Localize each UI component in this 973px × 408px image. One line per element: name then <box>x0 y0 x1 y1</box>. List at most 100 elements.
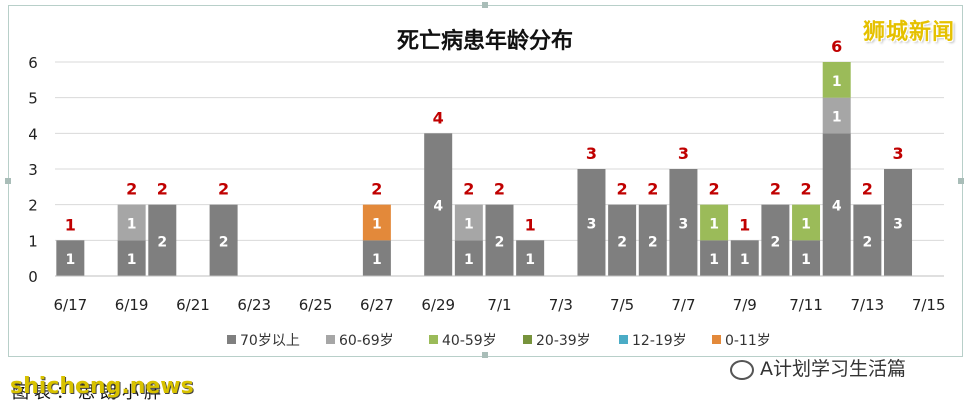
bar-segment-label: 1 <box>740 252 750 268</box>
bar-total-label: 2 <box>647 180 658 199</box>
wechat-icon <box>730 359 754 380</box>
legend-label: 60-69岁 <box>339 333 394 349</box>
bar-segment-label: 1 <box>801 252 811 268</box>
y-tick-label: 1 <box>28 232 38 250</box>
bar-segment <box>454 204 483 241</box>
y-tick-label: 6 <box>28 54 38 72</box>
resize-handle-left[interactable] <box>5 178 11 184</box>
wechat-account-name: A计划学习生活篇 <box>760 358 906 380</box>
bar-segment-label: 1 <box>832 74 842 90</box>
bar-total-label: 2 <box>800 180 811 199</box>
bar-segment-label: 1 <box>801 217 811 233</box>
x-tick-label: 7/7 <box>671 296 695 314</box>
bar-segment-label: 1 <box>709 252 719 268</box>
bar-total-label: 2 <box>494 180 505 199</box>
bar-total-label: 2 <box>709 180 720 199</box>
bar-segment <box>148 204 177 276</box>
bar-segment-label: 1 <box>127 252 137 268</box>
legend-swatch <box>712 335 721 344</box>
x-tick-label: 7/11 <box>789 296 823 314</box>
bar-segment-label: 2 <box>157 234 167 250</box>
bar-segment <box>884 169 913 276</box>
bar-segment <box>700 204 729 241</box>
bar-segment-label: 4 <box>832 199 842 215</box>
bar-total-label: 2 <box>463 180 474 199</box>
bar-segment-label: 1 <box>372 252 382 268</box>
resize-handle-top[interactable] <box>482 2 488 8</box>
bar-segment-label: 3 <box>893 217 903 233</box>
bar-segment <box>608 204 637 276</box>
bar-segment <box>117 204 146 241</box>
bar-segment-label: 2 <box>219 234 229 250</box>
resize-handle-bottom[interactable] <box>482 352 488 358</box>
bar-segment <box>792 240 821 276</box>
legend-swatch <box>227 335 236 344</box>
bar-segment-label: 2 <box>862 234 872 250</box>
bar-segment-label: 3 <box>587 217 597 233</box>
bar-segment-label: 1 <box>832 110 842 126</box>
bar-segment-label: 4 <box>433 199 443 215</box>
bar-segment <box>822 133 851 276</box>
bar-segment <box>822 62 851 98</box>
bar-segment-label: 1 <box>372 217 382 233</box>
legend-label: 0-11岁 <box>725 333 771 349</box>
bar-segment-label: 1 <box>464 217 474 233</box>
bar-segment-label: 2 <box>495 234 505 250</box>
bar-segment <box>485 204 514 276</box>
bar-segment <box>454 240 483 276</box>
x-tick-label: 7/9 <box>733 296 757 314</box>
y-tick-label: 4 <box>28 125 38 143</box>
bar-segment <box>516 240 545 276</box>
bar-total-label: 4 <box>433 108 444 127</box>
x-tick-label: 6/29 <box>421 296 455 314</box>
bar-total-label: 2 <box>126 180 137 199</box>
bar-segment-label: 1 <box>127 217 137 233</box>
x-tick-label: 7/1 <box>487 296 511 314</box>
bar-segment <box>56 240 85 276</box>
bar-segment <box>700 240 729 276</box>
bar-total-label: 2 <box>617 180 628 199</box>
x-tick-label: 7/13 <box>851 296 885 314</box>
bar-total-label: 3 <box>892 144 903 163</box>
legend-swatch <box>326 335 335 344</box>
legend: 70岁以上 60-69岁 40-59岁 20-39岁 12-19岁 0-11岁 <box>227 333 771 349</box>
legend-swatch <box>429 335 438 344</box>
bar-total-label: 1 <box>65 215 76 234</box>
x-tick-label: 6/25 <box>299 296 333 314</box>
legend-label: 20-39岁 <box>536 333 591 349</box>
x-tick-label: 6/23 <box>237 296 271 314</box>
bar-total-label: 2 <box>218 180 229 199</box>
bar-segment <box>362 204 391 241</box>
x-axis: 6/17 6/19 6/21 6/23 6/25 6/27 6/29 7/1 7/3 7/5 7/7… <box>53 275 946 314</box>
bar-segment-label: 1 <box>65 252 75 268</box>
y-tick-label: 5 <box>28 90 38 108</box>
bar-segment <box>761 204 790 276</box>
legend-swatch <box>523 335 532 344</box>
x-tick-label: 6/19 <box>115 296 149 314</box>
y-tick-label: 2 <box>28 197 38 215</box>
bar-total-label: 2 <box>371 180 382 199</box>
bar-segment <box>730 240 759 276</box>
bar-total-label: 1 <box>739 215 750 234</box>
bar-segment <box>853 204 882 276</box>
bar-total-label: 6 <box>831 37 842 56</box>
bar-segment-label: 1 <box>525 252 535 268</box>
x-tick-label: 7/3 <box>549 296 573 314</box>
bar-segment <box>362 240 391 276</box>
bar-segment-label: 3 <box>679 217 689 233</box>
bar-segment-label: 1 <box>709 217 719 233</box>
watermark-bottom: shicheng.news <box>10 374 194 399</box>
legend-label: 40-59岁 <box>442 333 497 349</box>
y-axis: 0 1 2 3 4 5 6 <box>28 54 38 286</box>
bar-segment <box>792 204 821 241</box>
source-label: 图表：思朗小胖 <box>12 383 166 403</box>
resize-handle-right[interactable] <box>958 178 964 184</box>
bar-segment <box>822 97 851 134</box>
bar-segment <box>117 240 146 276</box>
bar-segment-label: 1 <box>464 252 474 268</box>
x-tick-label: 6/21 <box>176 296 210 314</box>
bar-segment-label: 2 <box>648 234 658 250</box>
legend-label: 12-19岁 <box>632 333 687 349</box>
legend-label: 70岁以上 <box>240 333 300 349</box>
